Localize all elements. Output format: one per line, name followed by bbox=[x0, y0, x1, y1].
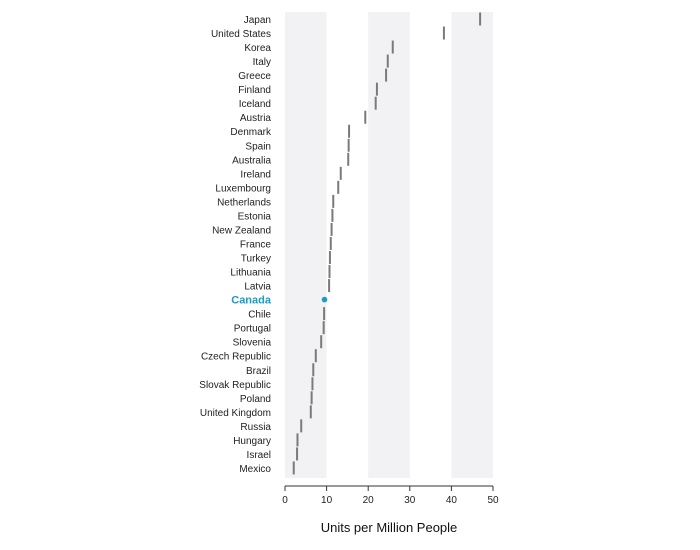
category-label-japan: Japan bbox=[244, 15, 271, 26]
category-label-france: France bbox=[240, 239, 272, 250]
x-tick-label-30: 30 bbox=[404, 495, 416, 506]
category-label-chile: Chile bbox=[248, 310, 271, 321]
category-label-israel: Israel bbox=[247, 450, 271, 461]
band-0 bbox=[285, 12, 327, 478]
category-label-spain: Spain bbox=[245, 141, 271, 152]
category-label-canada: Canada bbox=[231, 295, 272, 307]
category-label-ireland: Ireland bbox=[240, 169, 271, 180]
category-label-finland: Finland bbox=[238, 85, 271, 96]
category-label-poland: Poland bbox=[240, 394, 271, 405]
category-label-netherlands: Netherlands bbox=[217, 197, 271, 208]
category-label-slovak-republic: Slovak Republic bbox=[199, 380, 271, 391]
x-tick-label-20: 20 bbox=[363, 495, 375, 506]
category-label-luxembourg: Luxembourg bbox=[215, 183, 271, 194]
background-bands bbox=[285, 12, 493, 478]
x-tick-label-50: 50 bbox=[487, 495, 499, 506]
category-label-portugal: Portugal bbox=[234, 324, 271, 335]
category-label-korea: Korea bbox=[244, 43, 271, 54]
category-label-russia: Russia bbox=[240, 422, 271, 433]
category-label-latvia: Latvia bbox=[244, 282, 271, 293]
band-2 bbox=[451, 12, 493, 478]
category-labels: Japan United States Korea Italy Greece Finlan… bbox=[199, 15, 272, 475]
category-label-italy: Italy bbox=[253, 57, 271, 68]
category-label-united-states: United States bbox=[211, 29, 271, 40]
category-label-australia: Australia bbox=[232, 155, 271, 166]
category-label-iceland: Iceland bbox=[239, 99, 271, 110]
x-tick-label-10: 10 bbox=[321, 495, 333, 506]
category-label-hungary: Hungary bbox=[233, 436, 271, 447]
x-tick-label-0: 0 bbox=[282, 495, 288, 506]
category-label-austria: Austria bbox=[240, 113, 272, 124]
category-label-mexico: Mexico bbox=[239, 464, 271, 475]
x-axis: 0 10 20 30 40 50 bbox=[282, 485, 499, 506]
data-marks bbox=[292, 12, 482, 475]
category-label-turkey: Turkey bbox=[241, 254, 271, 265]
category-label-lithuania: Lithuania bbox=[230, 268, 271, 279]
category-label-slovenia: Slovenia bbox=[233, 338, 272, 349]
x-tick-label-40: 40 bbox=[446, 495, 458, 506]
band-1 bbox=[368, 12, 410, 478]
category-label-new-zealand: New Zealand bbox=[212, 225, 271, 236]
category-label-denmark: Denmark bbox=[230, 127, 272, 138]
category-label-estonia: Estonia bbox=[238, 211, 272, 222]
category-label-united-kingdom: United Kingdom bbox=[200, 408, 271, 419]
category-label-czech-republic: Czech Republic bbox=[201, 352, 271, 363]
x-axis-title: Units per Million People bbox=[321, 520, 458, 535]
category-label-brazil: Brazil bbox=[246, 366, 271, 377]
category-label-greece: Greece bbox=[238, 71, 271, 82]
mark-canada bbox=[321, 296, 328, 303]
